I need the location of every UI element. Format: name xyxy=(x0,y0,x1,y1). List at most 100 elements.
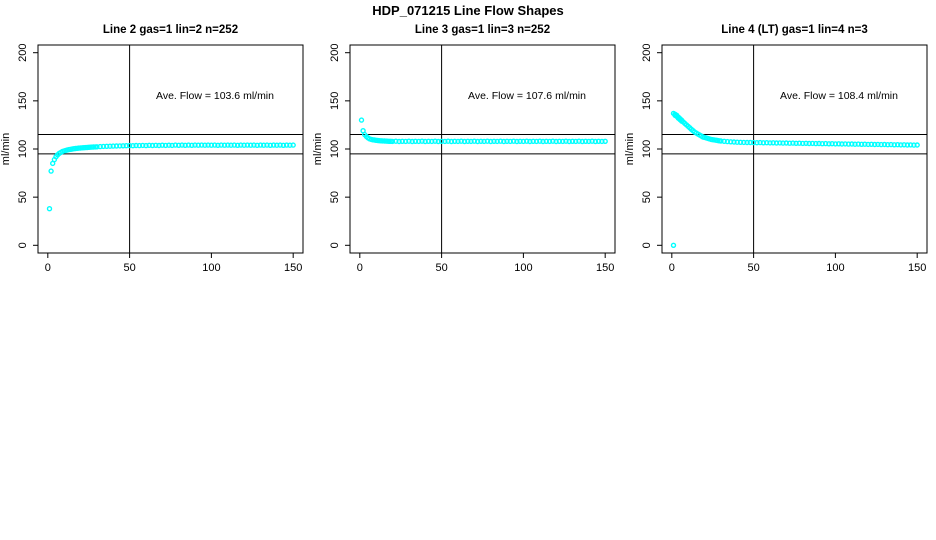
data-point xyxy=(881,141,888,148)
data-point xyxy=(559,138,566,145)
data-point xyxy=(767,140,773,146)
panel-1-plot: Line 2 gas=1 lin=2 n=252 0 50 100 150 0 50 100 1… xyxy=(0,24,304,274)
data-point xyxy=(166,142,172,148)
data-point xyxy=(592,138,599,145)
data-point xyxy=(777,140,783,146)
data-point xyxy=(894,141,901,148)
data-point xyxy=(754,139,760,146)
data-point xyxy=(731,139,737,145)
x-tick-label: 0 xyxy=(45,262,51,274)
data-point xyxy=(501,138,507,145)
main-title: HDP_071215 Line Flow Shapes xyxy=(372,3,564,18)
y-tick-label: 100 xyxy=(641,140,653,158)
data-point xyxy=(813,140,819,147)
y-tick-label: 150 xyxy=(329,92,341,110)
data-point xyxy=(189,142,195,149)
y-tick-label: 100 xyxy=(329,140,341,158)
x-tick-label: 150 xyxy=(596,262,614,274)
data-point xyxy=(478,138,484,145)
data-point xyxy=(455,138,461,145)
x-tick-label: 100 xyxy=(514,262,532,274)
panel-title: Line 4 (LT) gas=1 lin=4 n=3 xyxy=(721,24,867,36)
data-point xyxy=(270,142,277,148)
y-axis-label: ml/min xyxy=(0,133,12,165)
data-point xyxy=(803,140,809,147)
data-point xyxy=(153,142,159,149)
y-tick-label: 200 xyxy=(329,44,341,62)
data-point xyxy=(143,142,149,149)
y-tick-label: 50 xyxy=(641,191,653,203)
data-point xyxy=(257,142,264,148)
data-point xyxy=(358,117,365,123)
data-point xyxy=(744,139,750,146)
data-point xyxy=(835,141,842,147)
panel-2-plot: Line 3 gas=1 lin=3 n=252 0 50 100 150 0 50 100 1… xyxy=(312,24,616,274)
data-point xyxy=(130,142,136,149)
plot-box xyxy=(349,44,616,254)
panel-title: Line 3 gas=1 lin=3 n=252 xyxy=(415,24,550,36)
ave-flow-annotation: Ave. Flow = 107.6 ml/min xyxy=(468,90,586,102)
data-point xyxy=(546,138,553,145)
x-tick-label: 0 xyxy=(357,262,363,274)
y-tick-label: 150 xyxy=(641,92,653,110)
data-point xyxy=(442,138,448,145)
ave-flow-annotation: Ave. Flow = 108.4 ml/min xyxy=(780,90,898,102)
x-tick-label: 0 xyxy=(669,262,675,274)
x-tick-label: 50 xyxy=(123,262,135,274)
data-point xyxy=(120,143,126,149)
x-tick-label: 100 xyxy=(826,262,844,274)
plot-box xyxy=(661,44,928,254)
data-point xyxy=(871,141,878,148)
y-tick-label: 150 xyxy=(17,92,29,110)
data-point xyxy=(107,143,113,149)
data-point xyxy=(202,142,208,148)
ave-flow-annotation: Ave. Flow = 103.6 ml/min xyxy=(156,90,274,102)
data-point xyxy=(670,242,677,249)
y-tick-label: 100 xyxy=(17,140,29,158)
data-point xyxy=(234,142,241,149)
data-point xyxy=(97,143,103,150)
y-tick-label: 200 xyxy=(641,44,653,62)
panel-title: Line 2 gas=1 lin=2 n=252 xyxy=(103,24,238,36)
data-point xyxy=(523,138,530,144)
data-point xyxy=(858,141,865,148)
x-tick-label: 150 xyxy=(908,262,926,274)
data-point xyxy=(280,142,287,149)
x-tick-label: 50 xyxy=(435,262,447,274)
data-point xyxy=(432,138,438,144)
data-point xyxy=(179,142,185,148)
y-tick-label: 50 xyxy=(329,191,341,203)
data-point xyxy=(514,138,520,145)
y-axis-label: ml/min xyxy=(624,133,636,165)
data-point xyxy=(582,138,589,145)
data-point xyxy=(826,141,832,147)
y-tick-label: 0 xyxy=(17,242,29,248)
x-tick-label: 50 xyxy=(747,262,759,274)
data-point xyxy=(48,168,54,174)
x-tick-label: 100 xyxy=(202,262,220,274)
data-point xyxy=(225,142,231,148)
data-point xyxy=(465,138,471,145)
panel-3-plot: Line 4 (LT) gas=1 lin=4 n=3 0 50 100 150 0 50 1… xyxy=(624,24,928,274)
data-point xyxy=(46,205,53,212)
data-point xyxy=(569,138,576,145)
y-tick-label: 0 xyxy=(329,242,341,248)
data-point xyxy=(211,142,218,148)
data-point xyxy=(602,138,608,145)
data-point xyxy=(537,138,543,144)
y-tick-label: 200 xyxy=(17,44,29,62)
data-point xyxy=(721,138,727,145)
data-point xyxy=(247,142,254,148)
data-point xyxy=(904,142,911,148)
data-point xyxy=(409,138,415,145)
data-point xyxy=(849,141,855,147)
data-point xyxy=(396,138,402,145)
data-point xyxy=(914,142,920,148)
y-tick-label: 50 xyxy=(17,191,29,203)
data-point xyxy=(290,142,296,148)
data-point xyxy=(790,140,796,146)
y-axis-label: ml/min xyxy=(312,133,324,165)
y-tick-label: 0 xyxy=(641,242,653,248)
data-point xyxy=(419,138,425,144)
